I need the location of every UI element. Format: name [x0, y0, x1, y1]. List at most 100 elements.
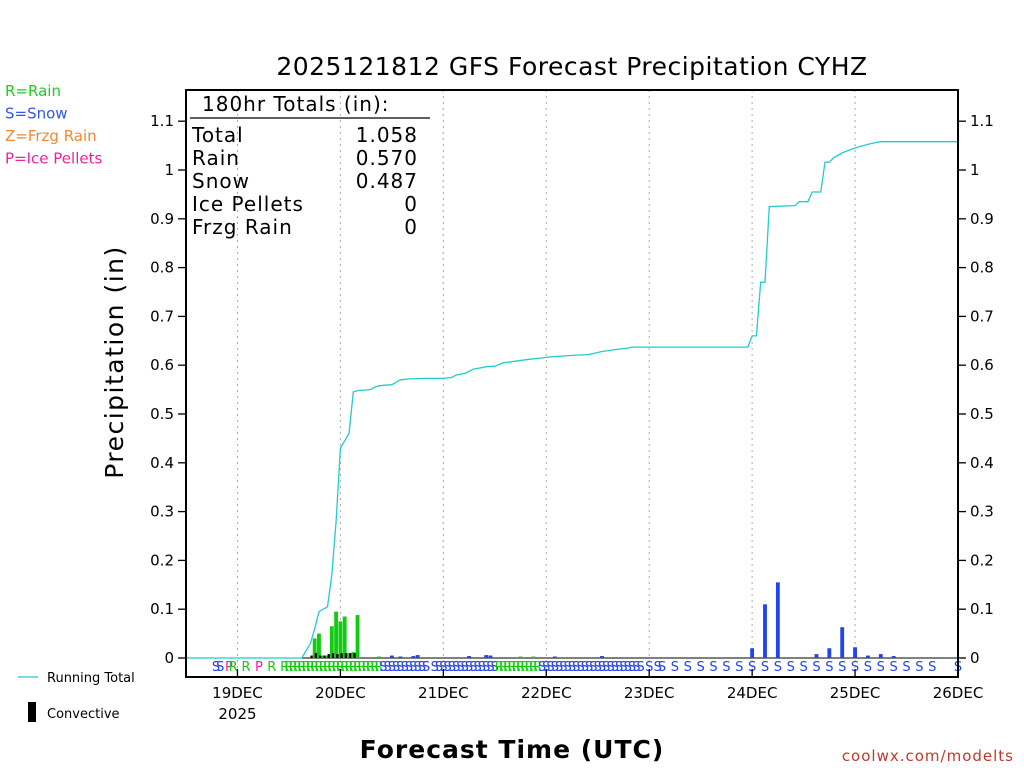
precip-type-marker: S: [448, 660, 456, 675]
y-tick-label-right: 1: [970, 161, 980, 179]
precip-type-marker: S: [482, 660, 490, 675]
precip-type-marker: S: [486, 660, 494, 675]
precip-type-marker: R: [533, 660, 542, 675]
type-legend-item: P=Ice Pellets: [5, 150, 102, 168]
precip-type-marker: S: [401, 660, 409, 675]
precip-type-marker: R: [284, 660, 293, 675]
precip-type-markers: SS PR R P R RRRRRRRRRRRRRRRRRRRRRRRSSSSSSSSSS…: [212, 660, 962, 675]
precip-type-marker: S: [581, 660, 589, 675]
convective-legend-swatch: [28, 702, 36, 722]
precip-bar: [329, 626, 334, 658]
precip-bar: [814, 654, 819, 658]
precip-type-marker: S: [396, 660, 404, 675]
precip-bar: [347, 653, 351, 658]
precip-type-marker: S: [585, 660, 593, 675]
totals-box: 180hr Totals (in): Total 1.058 Rain 0.570 Sn…: [190, 92, 430, 239]
precip-type-marker: R: [362, 660, 371, 675]
precip-bar: [312, 638, 317, 658]
type-legend-item: S=Snow: [5, 105, 68, 123]
precip-type-marker: R: [370, 660, 379, 675]
precip-bar: [415, 655, 420, 658]
precip-type-marker: R: [229, 660, 238, 675]
precip-type-marker: S: [812, 660, 820, 675]
precip-bar: [377, 656, 381, 658]
precip-type-marker: S: [735, 660, 743, 675]
x-tick-label: 26DEC: [933, 684, 984, 702]
y-tick-label-right: 0.2: [970, 551, 994, 569]
precip-type-marker: R: [310, 660, 319, 675]
y-tick-label-right: 0.1: [970, 600, 994, 618]
precip-type-marker: S: [598, 660, 606, 675]
precip-type-marker: R: [293, 660, 302, 675]
precip-type-marker: P: [255, 660, 263, 675]
precip-type-marker: S: [851, 660, 859, 675]
x-tick-label: 20DEC: [315, 684, 366, 702]
precip-type-marker: S: [572, 660, 580, 675]
x-tick-label: 25DEC: [830, 684, 881, 702]
precip-type-marker: S: [431, 660, 439, 675]
precip-type-marker: S: [405, 660, 413, 675]
precip-bar: [600, 656, 604, 658]
precip-type-marker: S: [568, 660, 576, 675]
precip-type-marker: S: [671, 660, 679, 675]
precip-type-marker: S: [456, 660, 464, 675]
grid-lines: [186, 90, 958, 677]
precip-bar: [531, 656, 536, 658]
precip-type-marker: S: [774, 660, 782, 675]
totals-row-label: Snow: [192, 169, 250, 193]
y-tick-label-right: 0.7: [970, 307, 994, 325]
precip-bars: [310, 582, 896, 658]
x-axis: 19DEC 2025 20DEC 21DEC 22DEC 23DEC 24DEC 25DEC 2…: [212, 669, 983, 723]
precip-bar: [552, 656, 557, 658]
y-tick-label: 1: [164, 161, 174, 179]
precip-type-marker: S: [564, 660, 572, 675]
precip-bar: [488, 655, 493, 658]
precip-bar: [398, 656, 403, 658]
precip-type-marker: R: [323, 660, 332, 675]
precip-type-marker: S: [216, 660, 224, 675]
precip-type-marker: R: [349, 660, 358, 675]
series-legend: Running Total Convective: [18, 671, 135, 722]
precip-type-marker: S: [658, 660, 666, 675]
precip-bar: [317, 633, 321, 658]
precip-type-marker: S: [212, 660, 220, 675]
precip-type-marker: S: [602, 660, 610, 675]
convective-legend-label: Convective: [47, 707, 120, 722]
precip-type-marker: S: [392, 660, 400, 675]
precip-type-marker: R: [340, 660, 349, 675]
precip-type-marker: S: [383, 660, 391, 675]
y-tick-label: 0: [164, 649, 174, 667]
precip-type-marker: S: [697, 660, 705, 675]
x-tick-label: 22DEC: [521, 684, 572, 702]
precip-type-marker: S: [546, 660, 554, 675]
precip-type-marker: R: [302, 660, 311, 675]
precip-type-marker: R: [289, 660, 298, 675]
x-tick-label: 21DEC: [418, 684, 469, 702]
x-tick-sublabel: 2025: [218, 705, 256, 723]
precip-type-marker: S: [452, 660, 460, 675]
precip-type-marker: S: [465, 660, 473, 675]
precip-type-marker: S: [589, 660, 597, 675]
chart-title: 2025121812 GFS Forecast Precipitation CY…: [276, 52, 867, 81]
precip-type-marker: P: [225, 660, 233, 675]
convective-bar: [340, 653, 343, 658]
y-tick-label-right: 1.1: [970, 112, 994, 130]
precip-type-marker: R: [353, 660, 362, 675]
precip-bar: [321, 655, 326, 658]
precip-type-marker: S: [838, 660, 846, 675]
precip-bar: [351, 652, 356, 658]
convective-bar: [323, 655, 326, 658]
totals-row-value: 0: [404, 215, 418, 239]
plot-frame: [185, 89, 959, 678]
precip-type-marker: S: [551, 660, 559, 675]
precip-bar: [518, 656, 523, 658]
y-tick-label-right: 0.6: [970, 356, 994, 374]
precip-type-marker: R: [336, 660, 345, 675]
precip-type-marker: S: [864, 660, 872, 675]
precip-bar: [389, 655, 394, 658]
totals-row-value: 0: [404, 192, 418, 216]
precip-bar: [355, 615, 360, 658]
precip-type-marker: S: [461, 660, 469, 675]
precip-bar: [840, 627, 845, 658]
